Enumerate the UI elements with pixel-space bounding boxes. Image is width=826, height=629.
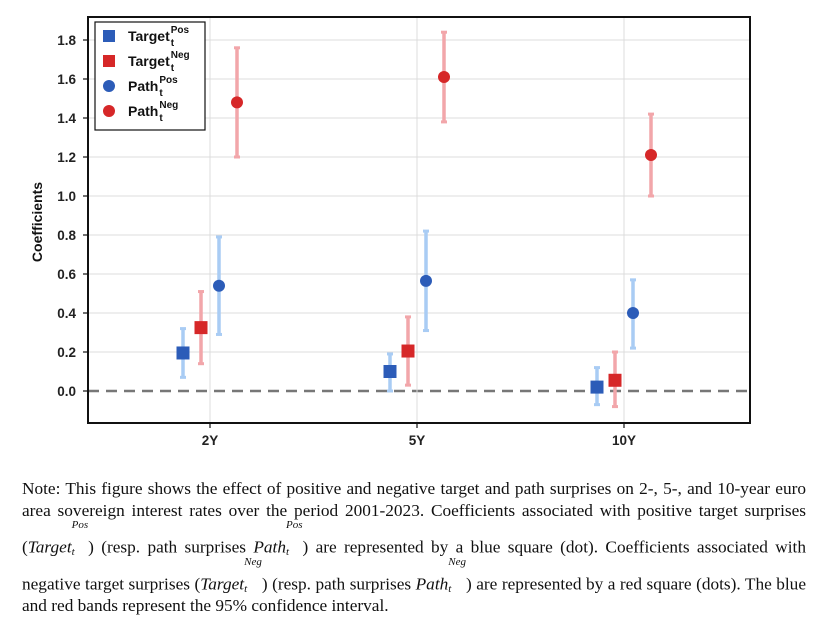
- x-tick-label: 2Y: [202, 433, 219, 448]
- legend-label-sup: Pos: [171, 25, 190, 36]
- legend-label: Target: [128, 53, 170, 69]
- circle-point: [645, 149, 657, 162]
- y-axis-label: Coefficients: [29, 182, 45, 262]
- y-tick-label: 0.2: [57, 345, 76, 360]
- grid-lines: [88, 17, 750, 423]
- y-tick-label: 1.4: [57, 111, 76, 126]
- circle-point: [438, 71, 450, 84]
- plot-frame: [87, 16, 751, 424]
- legend-circle-marker: [103, 105, 115, 117]
- square-point: [176, 346, 190, 360]
- legend-square-marker: [103, 30, 115, 42]
- y-tick-label: 1.6: [57, 72, 76, 87]
- circle-point: [627, 307, 639, 319]
- y-tick-label: 1.0: [57, 189, 76, 204]
- legend-label-sup: Neg: [159, 100, 178, 111]
- circle-point: [420, 274, 432, 287]
- legend-label: Path: [128, 103, 158, 119]
- legend-circle-marker: [103, 80, 115, 92]
- legend-label-sup: Pos: [159, 75, 178, 86]
- y-tick-label: 0.6: [57, 267, 76, 282]
- legend-label-sub: t: [171, 38, 175, 49]
- legend-label: Path: [128, 78, 158, 94]
- legend-label-sup: Neg: [171, 50, 190, 61]
- x-tick-label: 10Y: [612, 433, 636, 448]
- legend-label-sub: t: [159, 88, 163, 99]
- legend-label-sub: t: [159, 113, 163, 124]
- coefficient-chart: 0.0 0.2 0.4 0.6 0.8 1.0 1.2 1.4 1.6 1.8 2Y 5Y 10Y Co…: [29, 16, 751, 448]
- axis-ticks: 0.0 0.2 0.4 0.6 0.8 1.0 1.2 1.4 1.6 1.8 2Y 5Y 10Y: [57, 33, 636, 448]
- legend-label: Target: [128, 28, 170, 44]
- y-tick-label: 0.4: [57, 306, 76, 321]
- figure-note: Note: This figure shows the effect of po…: [22, 479, 806, 615]
- coefficient-points: [176, 71, 657, 394]
- circle-point: [231, 96, 243, 109]
- y-tick-label: 1.8: [57, 33, 76, 48]
- square-point: [401, 344, 415, 358]
- circle-point: [213, 279, 225, 292]
- y-tick-label: 1.2: [57, 150, 76, 165]
- square-point: [194, 321, 208, 335]
- legend-label-sub: t: [171, 63, 175, 74]
- square-point: [383, 365, 397, 378]
- confidence-bands: [180, 30, 654, 409]
- legend-square-marker: [103, 55, 115, 67]
- square-point: [608, 373, 622, 387]
- square-point: [590, 380, 604, 394]
- y-tick-label: 0.0: [57, 384, 76, 399]
- x-tick-label: 5Y: [409, 433, 426, 448]
- y-tick-label: 0.8: [57, 228, 76, 243]
